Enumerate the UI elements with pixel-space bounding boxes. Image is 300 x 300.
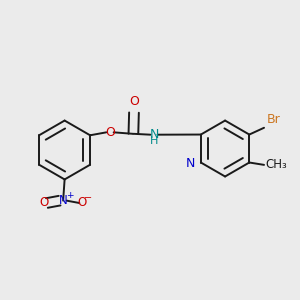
- Text: CH₃: CH₃: [266, 158, 287, 171]
- Text: O: O: [129, 95, 139, 109]
- Text: N: N: [59, 194, 68, 207]
- Text: O: O: [78, 196, 87, 209]
- Text: Br: Br: [266, 113, 280, 126]
- Text: H: H: [150, 136, 158, 146]
- Text: N: N: [186, 158, 196, 170]
- Text: −: −: [84, 193, 92, 203]
- Text: +: +: [66, 191, 74, 200]
- Text: O: O: [105, 126, 115, 139]
- Text: O: O: [39, 196, 49, 209]
- Text: N: N: [149, 128, 159, 141]
